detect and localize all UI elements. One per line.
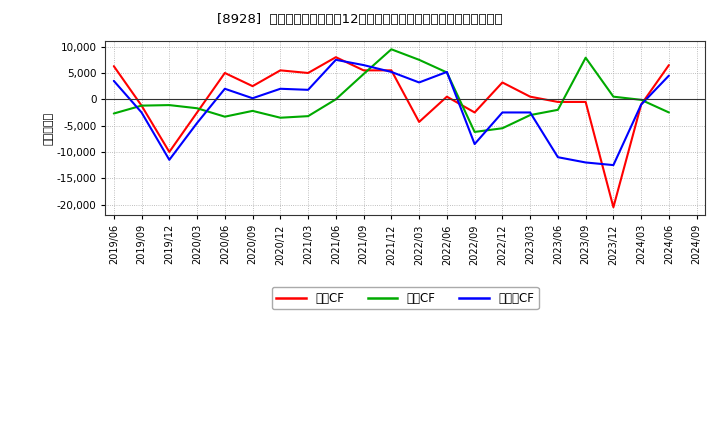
フリーCF <box>276 86 284 92</box>
営業CF <box>109 63 118 69</box>
営業CF <box>138 103 146 108</box>
Y-axis label: （百万円）: （百万円） <box>44 112 54 145</box>
営業CF <box>304 70 312 76</box>
Legend: 営業CF, 投資CF, フリーCF: 営業CF, 投資CF, フリーCF <box>271 287 539 309</box>
営業CF <box>220 70 229 76</box>
フリーCF <box>304 87 312 92</box>
営業CF <box>443 94 451 99</box>
投資CF <box>443 70 451 75</box>
営業CF <box>415 119 423 125</box>
投資CF <box>359 71 368 77</box>
営業CF <box>665 62 673 68</box>
フリーCF <box>248 95 257 101</box>
投資CF <box>637 97 646 103</box>
投資CF <box>138 103 146 108</box>
営業CF <box>193 110 202 115</box>
投資CF <box>498 125 507 131</box>
投資CF <box>304 114 312 119</box>
Line: 営業CF: 営業CF <box>114 57 669 207</box>
営業CF <box>637 102 646 107</box>
投資CF <box>581 55 590 60</box>
営業CF <box>331 55 340 60</box>
営業CF <box>581 99 590 105</box>
フリーCF <box>331 57 340 62</box>
フリーCF <box>138 110 146 115</box>
営業CF <box>470 110 479 115</box>
Line: フリーCF: フリーCF <box>114 60 669 165</box>
フリーCF <box>109 78 118 84</box>
営業CF <box>526 94 534 99</box>
Line: 投資CF: 投資CF <box>114 49 669 132</box>
フリーCF <box>387 69 396 74</box>
営業CF <box>248 84 257 89</box>
投資CF <box>470 129 479 135</box>
フリーCF <box>359 62 368 68</box>
営業CF <box>165 149 174 154</box>
フリーCF <box>443 69 451 74</box>
投資CF <box>220 114 229 119</box>
フリーCF <box>554 154 562 160</box>
フリーCF <box>220 86 229 92</box>
フリーCF <box>609 162 618 168</box>
営業CF <box>359 68 368 73</box>
投資CF <box>387 47 396 52</box>
フリーCF <box>526 110 534 115</box>
フリーCF <box>470 141 479 147</box>
投資CF <box>193 106 202 111</box>
フリーCF <box>165 157 174 162</box>
営業CF <box>609 205 618 210</box>
投資CF <box>276 115 284 121</box>
フリーCF <box>581 160 590 165</box>
投資CF <box>665 110 673 115</box>
投資CF <box>609 94 618 99</box>
営業CF <box>498 80 507 85</box>
フリーCF <box>665 73 673 78</box>
フリーCF <box>498 110 507 115</box>
投資CF <box>109 111 118 116</box>
フリーCF <box>415 80 423 85</box>
営業CF <box>276 68 284 73</box>
フリーCF <box>193 121 202 126</box>
投資CF <box>165 103 174 108</box>
投資CF <box>331 97 340 102</box>
フリーCF <box>637 102 646 107</box>
営業CF <box>554 99 562 105</box>
営業CF <box>387 68 396 73</box>
投資CF <box>526 113 534 118</box>
Text: [8928]  キャッシュフローの12か月移動合計の対前年同期増減額の推移: [8928] キャッシュフローの12か月移動合計の対前年同期増減額の推移 <box>217 13 503 26</box>
投資CF <box>554 107 562 113</box>
投資CF <box>248 108 257 114</box>
投資CF <box>415 57 423 62</box>
